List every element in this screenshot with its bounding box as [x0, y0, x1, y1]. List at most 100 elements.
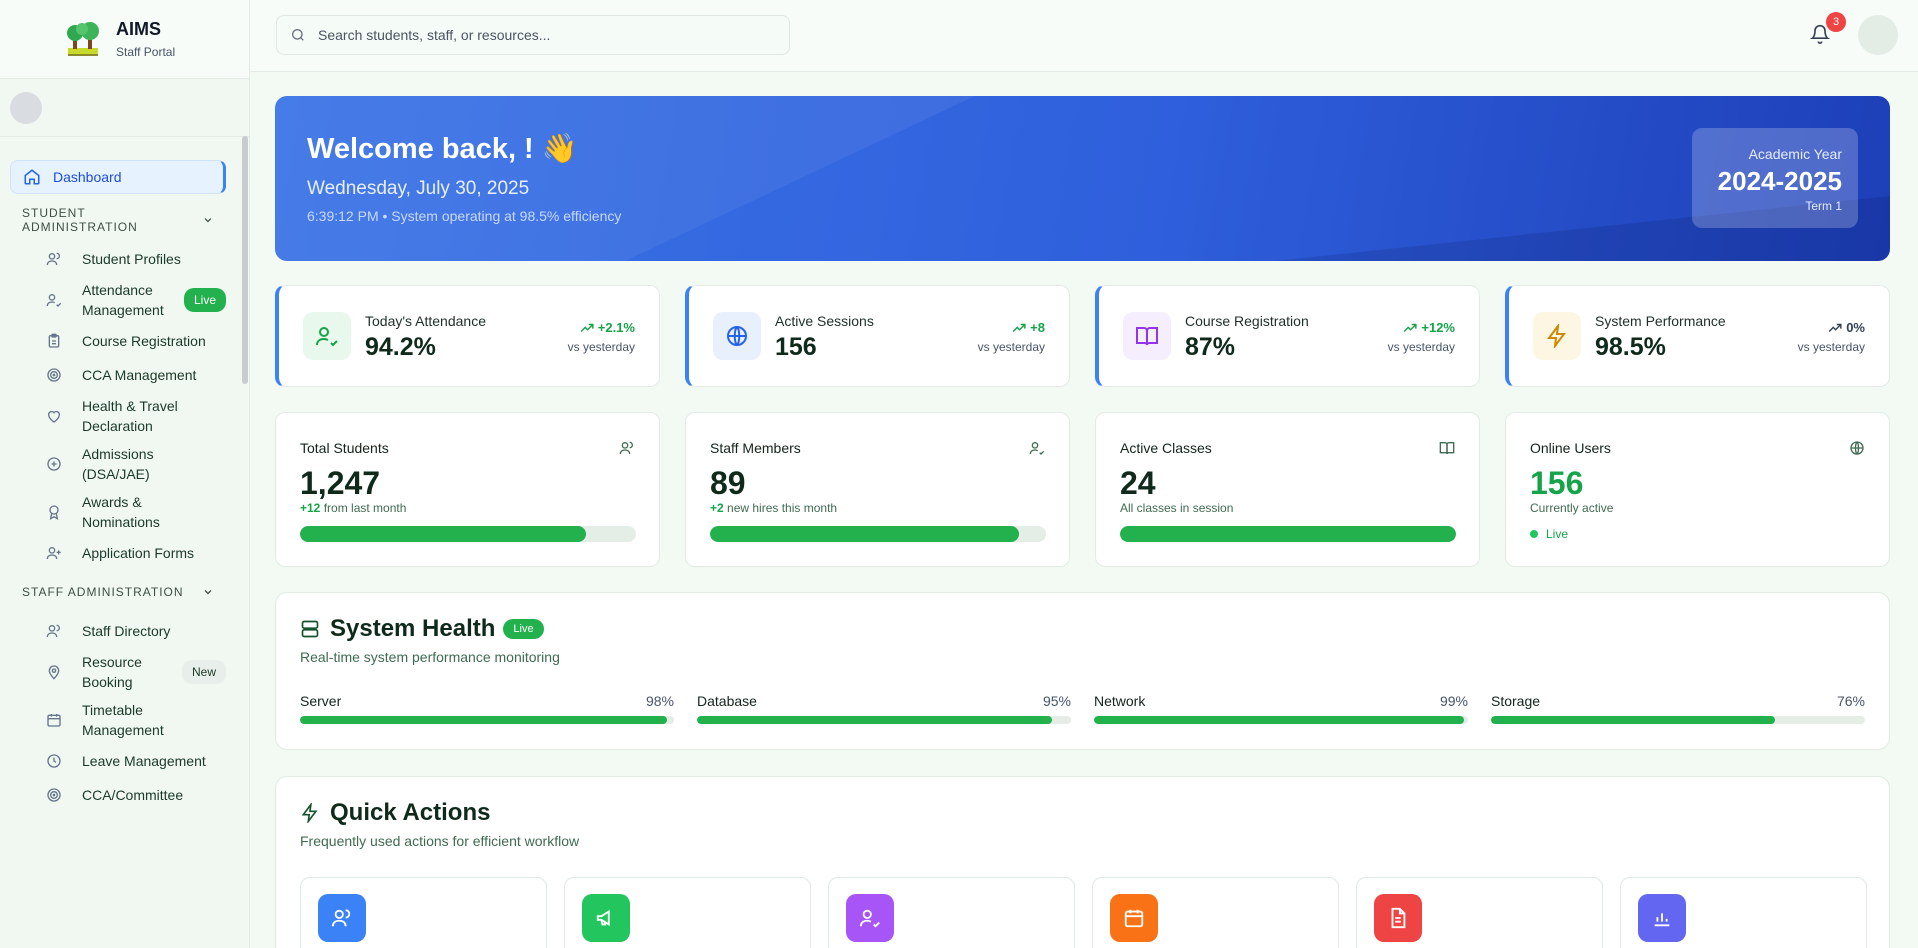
stat-subtext-label: Currently active [1530, 501, 1614, 515]
quick-action-reports[interactable] [1620, 877, 1867, 948]
stat-card-staff-members[interactable]: Staff Members 89 +2 new hires this month [685, 412, 1070, 567]
sidebar-item-awards[interactable]: Awards & Nominations [10, 488, 226, 536]
quick-action-icon-box [582, 894, 630, 942]
stat-card-active-classes[interactable]: Active Classes 24 All classes in session [1095, 412, 1480, 567]
welcome-banner: Welcome back, ! 👋 Wednesday, July 30, 20… [275, 96, 1890, 261]
stat-delta: +12 [300, 501, 321, 515]
kpi-card-attendance[interactable]: Today's Attendance 94.2% +2.1% vs yester… [275, 285, 660, 387]
avatar[interactable] [10, 92, 42, 124]
sidebar-item-label: Health & Travel Declaration [82, 398, 178, 434]
academic-year-label: Academic Year [1748, 146, 1842, 162]
users-icon [619, 441, 633, 455]
stat-value: 24 [1120, 465, 1156, 501]
panel-title: System Health Live [300, 615, 544, 643]
stat-label: Active Classes [1120, 440, 1212, 456]
quick-action-announcement[interactable] [564, 877, 811, 948]
quick-action-calendar[interactable] [1092, 877, 1339, 948]
user-check-icon [46, 294, 62, 307]
metric-bar [697, 716, 1071, 724]
panel-title-text: System Health [330, 615, 496, 642]
sidebar-item-resource-booking[interactable]: Resource Booking New [10, 648, 226, 696]
megaphone-icon [596, 909, 610, 927]
section-student-administration[interactable]: STUDENT ADMINISTRATION [10, 198, 226, 242]
trending-up-icon [1404, 323, 1417, 332]
kpi-card-active-sessions[interactable]: Active Sessions 156 +8 vs yesterday [685, 285, 1070, 387]
sidebar-item-admissions[interactable]: Admissions (DSA/JAE) [10, 440, 226, 488]
kpi-change: 0% [1828, 320, 1865, 335]
kpi-label: System Performance [1595, 313, 1726, 329]
stat-card-online-users[interactable]: Online Users 156 Currently active Live [1505, 412, 1890, 567]
sidebar-item-dashboard[interactable]: Dashboard [10, 160, 226, 194]
sidebar-nav: Dashboard STUDENT ADMINISTRATION Student… [10, 160, 226, 812]
sidebar-item-cca-committee[interactable]: CCA/Committee [10, 778, 226, 812]
plus-circle-icon [47, 457, 61, 471]
sidebar-item-label: Student Profiles [82, 251, 181, 267]
metric-fill [1094, 716, 1465, 724]
clipboard-icon [48, 333, 60, 348]
kpi-comparison: vs yesterday [1387, 340, 1455, 354]
calendar-icon [47, 714, 61, 727]
quick-action-icon-box [1638, 894, 1686, 942]
kpi-change-value: +2.1% [597, 320, 635, 335]
kpi-card-system-performance[interactable]: System Performance 98.5% 0% vs yesterday [1505, 285, 1890, 387]
health-metric-server: Server 98% [300, 693, 674, 724]
bell-icon[interactable] [1810, 24, 1830, 44]
user-avatar[interactable] [1858, 15, 1898, 55]
sidebar-item-label: Course Registration [82, 333, 206, 349]
progress-fill [1120, 526, 1456, 542]
kpi-value: 98.5% [1595, 333, 1666, 361]
users-icon [331, 909, 351, 927]
stat-progress-bar [300, 526, 636, 542]
stat-delta: +2 [710, 501, 724, 515]
section-label: STUDENT ADMINISTRATION [22, 206, 138, 234]
sidebar-item-health-travel[interactable]: Health & Travel Declaration [10, 392, 226, 440]
sidebar-scrollbar[interactable] [242, 136, 248, 384]
metric-fill [697, 716, 1053, 724]
kpi-card-course-registration[interactable]: Course Registration 87% +12% vs yesterda… [1095, 285, 1480, 387]
progress-fill [300, 526, 586, 542]
stat-card-total-students[interactable]: Total Students 1,247 +12 from last month [275, 412, 660, 567]
stat-subtext: +2 new hires this month [710, 501, 837, 515]
sidebar-item-timetable[interactable]: Timetable Management [10, 696, 226, 744]
quick-actions-panel: Quick Actions Frequently used actions fo… [275, 776, 1890, 948]
stat-subtext-label: All classes in session [1120, 501, 1234, 515]
health-metric-network: Network 99% [1094, 693, 1468, 724]
search-icon [292, 29, 304, 41]
quick-action-documents[interactable] [1356, 877, 1603, 948]
sidebar-item-attendance-management[interactable]: Attendance Management Live [10, 276, 226, 324]
sidebar-item-label: Leave Management [82, 753, 206, 769]
stat-progress-bar [1120, 526, 1456, 542]
metric-bar [1094, 716, 1468, 724]
kpi-change: +8 [1012, 320, 1045, 335]
kpi-icon-box [303, 312, 351, 360]
quick-action-icon-box [318, 894, 366, 942]
sidebar: AIMS Staff Portal Dashboard STUDENT ADMI… [0, 0, 250, 948]
panel-description: Frequently used actions for efficient wo… [300, 833, 580, 849]
kpi-comparison: vs yesterday [977, 340, 1045, 354]
sidebar-item-label: Timetable Management [82, 702, 164, 738]
sidebar-user[interactable] [0, 79, 249, 137]
quick-action-students[interactable] [300, 877, 547, 948]
sidebar-item-application-forms[interactable]: Application Forms [10, 536, 226, 570]
home-icon [24, 169, 40, 185]
sidebar-item-label: Attendance Management [82, 282, 164, 318]
sidebar-item-cca-management[interactable]: CCA Management [10, 358, 226, 392]
progress-fill [710, 526, 1020, 542]
live-dot [1530, 530, 1538, 538]
stat-value: 1,247 [300, 465, 381, 501]
search-input[interactable] [318, 27, 758, 43]
kpi-label: Today's Attendance [365, 313, 486, 329]
sidebar-item-leave-management[interactable]: Leave Management [10, 744, 226, 778]
sidebar-item-staff-directory[interactable]: Staff Directory [10, 614, 226, 648]
stat-value: 156 [1530, 465, 1584, 501]
sidebar-item-student-profiles[interactable]: Student Profiles [10, 242, 226, 276]
search-box[interactable] [276, 15, 790, 55]
live-badge: Live [183, 288, 226, 312]
metric-fill [1491, 716, 1776, 724]
section-staff-administration[interactable]: STAFF ADMINISTRATION [10, 570, 226, 614]
quick-action-attendance[interactable] [828, 877, 1075, 948]
kpi-label: Course Registration [1185, 313, 1309, 329]
live-badge: Live [503, 619, 544, 639]
sidebar-item-course-registration[interactable]: Course Registration [10, 324, 226, 358]
kpi-change-value: +12% [1421, 320, 1455, 335]
